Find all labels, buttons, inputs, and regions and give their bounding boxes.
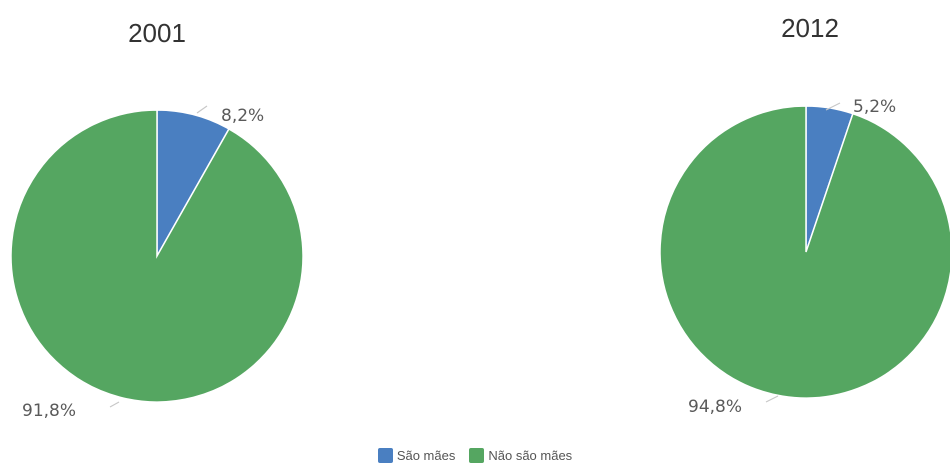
pie-chart-2001: 2001 8,2% 91,8%: [10, 18, 304, 421]
pie-chart-2012: 2012 5,2% 94,8%: [659, 13, 950, 417]
data-label-sao-maes-2001: 8,2%: [221, 106, 264, 126]
legend-item-nao-sao-maes: Não são mães: [469, 448, 572, 463]
slice-nao-sao-maes-2012: [659, 105, 950, 399]
legend-swatch-sao-maes: [377, 448, 393, 463]
slice-nao-sao-maes-2001: [10, 109, 304, 403]
legend-label-sao-maes: São mães: [396, 448, 456, 463]
leader-line-nao-sao-maes-2001: [109, 401, 120, 408]
chart-title-2001: 2001: [128, 18, 186, 48]
leader-line-nao-sao-maes-2012: [765, 395, 779, 403]
data-label-nao-sao-maes-2012: 94,8%: [688, 397, 742, 417]
chart-title-2012: 2012: [781, 13, 839, 43]
data-label-sao-maes-2012: 5,2%: [853, 97, 896, 117]
data-label-nao-sao-maes-2001: 91,8%: [22, 401, 76, 421]
legend-item-sao-maes: São mães: [377, 448, 456, 463]
legend: São mães Não são mães: [0, 448, 950, 463]
leader-line-sao-maes-2001: [196, 105, 208, 114]
legend-swatch-nao-sao-maes: [469, 448, 485, 463]
leader-line-sao-maes-2012: [825, 102, 841, 111]
legend-label-nao-sao-maes: Não são mães: [488, 448, 573, 463]
